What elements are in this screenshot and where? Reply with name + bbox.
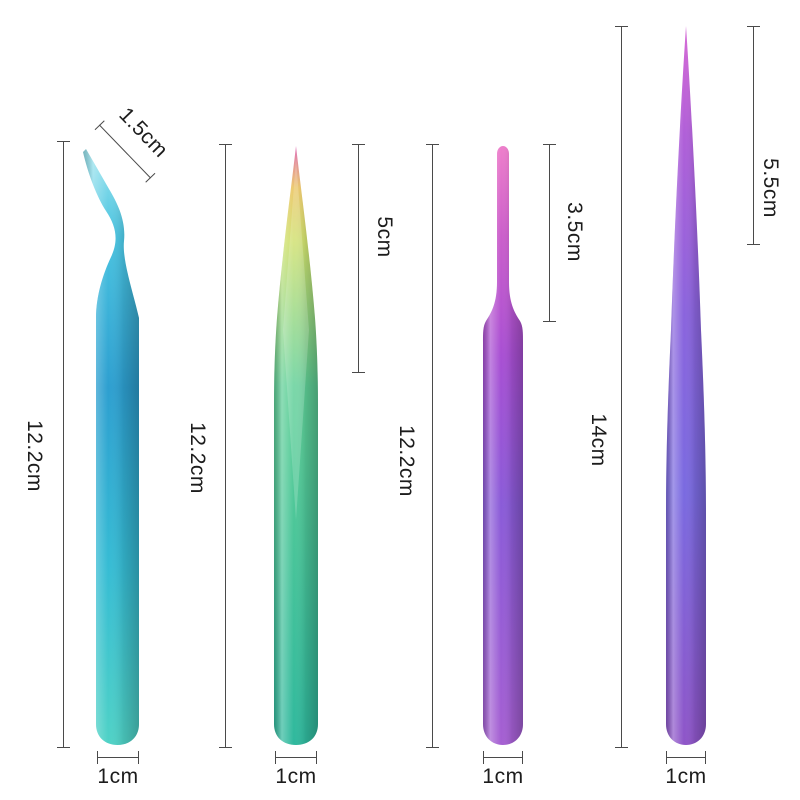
total-length-label-4: 14cm [587, 413, 610, 467]
total-length-label-3: 12.2cm [395, 425, 418, 497]
width-label-3: 1cm [482, 765, 524, 788]
tweezer-straight-point-facet [283, 158, 309, 520]
dimension-line-tip-3 [543, 144, 556, 322]
tip-length-label-4: 5.5cm [759, 158, 782, 218]
dimension-line-width-2 [275, 751, 317, 764]
total-length-label-1: 12.2cm [23, 420, 46, 492]
tweezer-needle-tip-sheen [666, 26, 706, 745]
width-label-4: 1cm [665, 765, 707, 788]
dimension-line-total-length-3 [426, 144, 439, 748]
dimension-line-tip-4 [747, 26, 760, 245]
width-label-1: 1cm [97, 765, 139, 788]
tweezer-curved-tip-sheen [83, 149, 139, 745]
dimension-line-width-1 [97, 751, 139, 764]
dimension-line-width-3 [483, 751, 523, 764]
total-length-label-2: 12.2cm [186, 422, 209, 494]
dimension-line-total-length-4 [615, 26, 628, 748]
tip-length-label-3: 3.5cm [563, 202, 586, 262]
tip-length-label-2: 5cm [373, 216, 396, 258]
dimension-line-total-length-1 [57, 141, 70, 748]
width-label-2: 1cm [275, 765, 317, 788]
dimension-line-width-4 [666, 751, 706, 764]
tweezer-round-tip-sheen [483, 146, 523, 745]
dimension-line-total-length-2 [219, 144, 232, 748]
dimension-line-tip-2 [352, 144, 365, 373]
